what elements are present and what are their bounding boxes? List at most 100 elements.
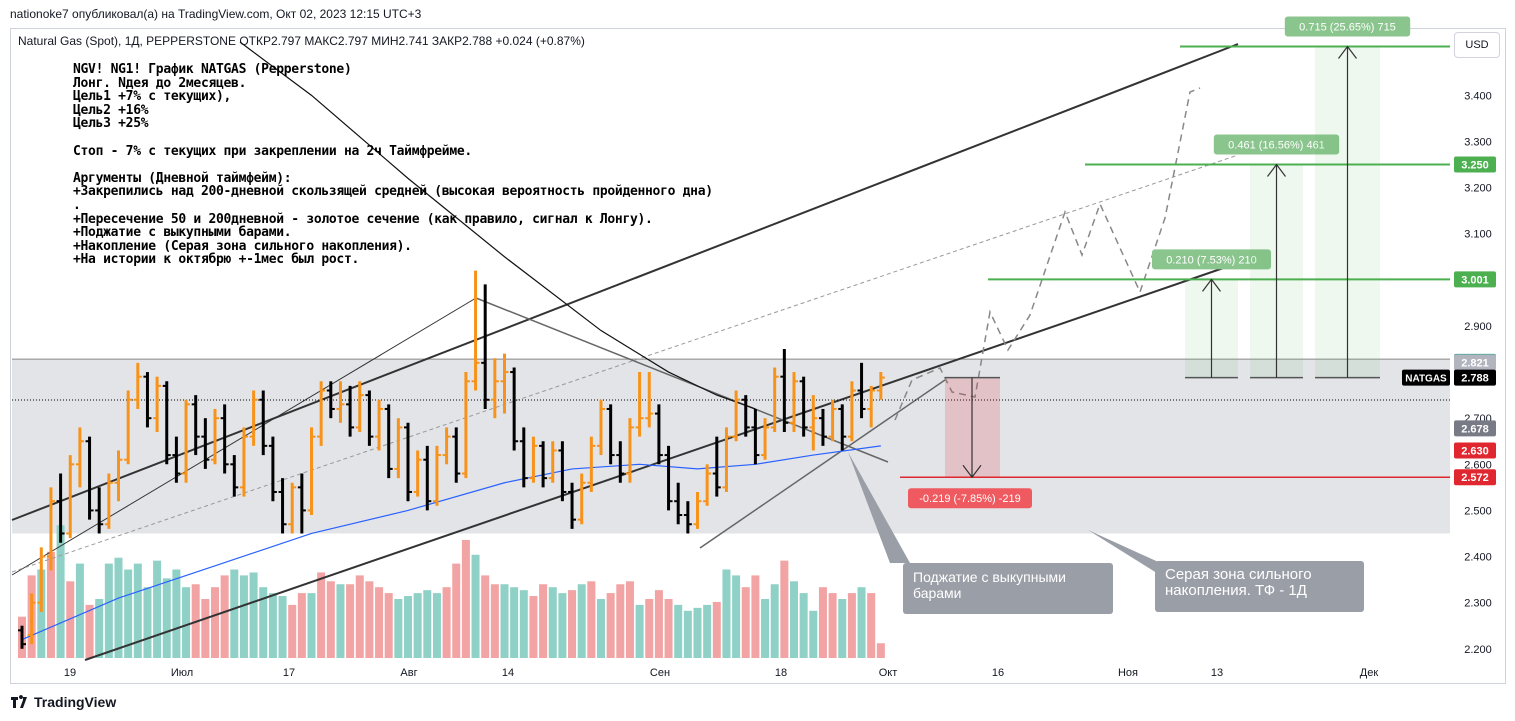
volume-bar (519, 590, 528, 658)
note-line: Цель2 +16% (73, 102, 149, 118)
analysis-note: NGV! NG1! График NATGAS (Pepperstone) Лон… (73, 63, 713, 267)
stop-label: -0.219 (-7.85%) -219 (919, 493, 1021, 505)
publish-info: nationoke7 опубликовал(а) на TradingView… (10, 7, 422, 21)
y-tick-label: 2.900 (1464, 321, 1492, 333)
footer-brand[interactable]: TradingView (34, 694, 117, 710)
note-line: +Закрепились над 200-дневной скользящей … (73, 184, 713, 200)
symbol-info-line: Natural Gas (Spot), 1Д, PEPPERSTONE ОТКР… (18, 34, 585, 48)
volume-bar (490, 584, 499, 658)
volume-bar (153, 560, 162, 658)
note-line: . (73, 197, 81, 213)
volume-bar (828, 593, 837, 658)
x-tick-label: 18 (775, 667, 787, 679)
note-line: +На истории к октябрю +-1мес был рост. (73, 252, 360, 268)
volume-bar (693, 607, 702, 658)
volume-bar (413, 593, 422, 658)
volume-bar (201, 599, 210, 658)
volume-bar (838, 599, 847, 658)
volume-bar (384, 593, 393, 658)
note-line: +Пересечение 50 и 200дневной - золотое с… (73, 211, 653, 227)
volume-bar (442, 587, 451, 658)
volume-bar (809, 610, 818, 658)
price-label-box (1454, 469, 1496, 486)
note-line: NGV! NG1! График NATGAS (Pepperstone) (73, 62, 352, 77)
volume-bar (654, 590, 663, 658)
volume-bar (220, 575, 229, 658)
x-tick-label: 16 (992, 667, 1004, 679)
volume-bar (37, 569, 46, 658)
volume-bar (95, 599, 104, 658)
price-label-box (1454, 156, 1496, 173)
volume-bar (606, 593, 615, 658)
x-tick-label: 17 (283, 667, 295, 679)
price-label-box (1454, 442, 1496, 459)
y-tick-label: 2.300 (1464, 598, 1492, 610)
note-line (73, 158, 713, 172)
price-label: 2.821 (1461, 357, 1489, 369)
volume-bar (404, 596, 412, 658)
chart-frame (10, 28, 1506, 684)
volume-bar (211, 587, 219, 658)
volume-bar (529, 596, 538, 658)
y-tick-label: 2.200 (1464, 644, 1492, 656)
target-arrowhead (1338, 45, 1357, 59)
volume-bar (336, 584, 345, 658)
volume-bar (143, 587, 152, 658)
note-line: Цель3 +25% (73, 116, 149, 132)
volume-bar (66, 581, 75, 658)
price-label-box (1454, 420, 1496, 437)
volume-bar (625, 581, 634, 658)
volume-bar (799, 593, 808, 658)
volume-bar (683, 610, 692, 658)
volume-bar (645, 599, 654, 658)
volume-bar (278, 596, 287, 658)
price-label: 2.678 (1461, 423, 1489, 435)
y-tick-label: 3.200 (1464, 183, 1492, 195)
ma-200-line (21, 445, 881, 641)
volume-bar (355, 575, 364, 658)
volume-bar (394, 599, 403, 658)
stop-label-box (908, 488, 1032, 509)
price-label-box (1454, 354, 1496, 371)
currency-button[interactable]: USD (1454, 32, 1500, 58)
volume-bar (558, 593, 567, 658)
volume-bar (867, 593, 876, 658)
footer: TradingView (10, 694, 116, 710)
volume-bar (703, 604, 712, 658)
volume-bar (568, 590, 577, 658)
note-line: Цель1 +7% с текущих), (73, 89, 232, 105)
volume-bar (818, 587, 827, 658)
target-label-box (1213, 134, 1340, 155)
x-tick-label: Июл (171, 667, 193, 679)
callout-pointer (1088, 530, 1165, 575)
note-line: +Поджатие с выкупными барами. (73, 225, 292, 241)
target-label: 0.210 (7.53%) 210 (1166, 254, 1257, 266)
target-label: 0.715 (25.65%) 715 (1299, 21, 1396, 33)
tradingview-logo-icon[interactable] (10, 695, 30, 709)
volume-bar (297, 593, 306, 658)
volume-bar (597, 599, 605, 658)
volume-bar (172, 569, 181, 658)
volume-bar (162, 578, 171, 658)
volume-bar (674, 604, 683, 658)
volume-bar (375, 587, 384, 658)
price-label: 2.630 (1461, 445, 1489, 457)
volume-bar (500, 584, 509, 658)
volume-bar (741, 587, 750, 658)
price-label: 2.572 (1461, 472, 1489, 484)
volume-bar (259, 587, 268, 658)
volume-bar (761, 599, 770, 658)
projection-path (894, 87, 1201, 421)
trend-line (475, 297, 889, 463)
y-tick-label: 2.600 (1464, 459, 1492, 471)
target-arrowhead (1267, 163, 1286, 177)
volume-bar (114, 557, 123, 658)
volume-bar (56, 525, 65, 658)
volume-bar (452, 563, 461, 658)
volume-bar (751, 575, 760, 658)
volume-bar (85, 604, 94, 658)
volume-bar (239, 575, 248, 658)
volume-bar (847, 593, 856, 658)
accumulation-zone (12, 359, 1450, 534)
